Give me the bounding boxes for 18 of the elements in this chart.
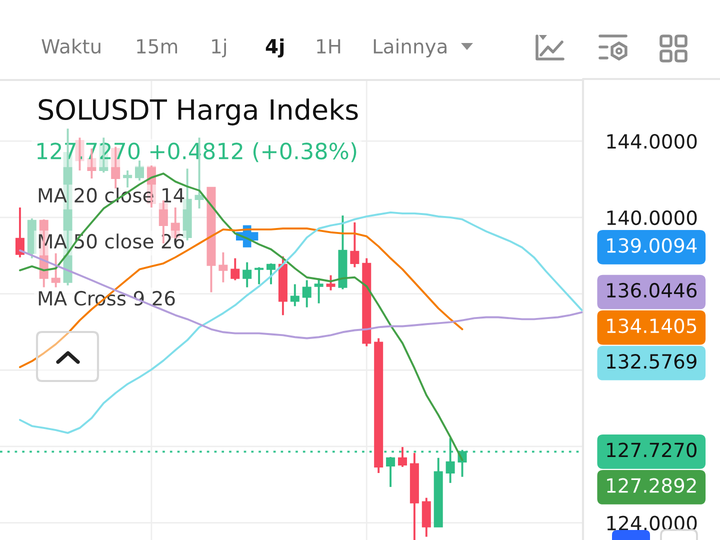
text: 132.5769 (607, 354, 696, 369)
text: 4j (266, 38, 284, 58)
text: 139.0094 (607, 238, 697, 253)
candlestick (326, 274, 336, 292)
text: 15m (137, 39, 178, 54)
y-tick-label: 144.0000 (607, 134, 697, 149)
text: 1j (212, 38, 226, 58)
text: 127.2892 (607, 478, 696, 493)
text: 136.0446 (607, 282, 697, 298)
text: 134.1405 (607, 318, 696, 334)
text: Lainnya (374, 38, 446, 58)
y-tick-label: 124.0000 (607, 516, 697, 530)
text: Waktu (42, 38, 100, 54)
line-series (18, 211, 583, 434)
y-tick-label: 140.0000 (607, 210, 697, 226)
text: SOLUSDT Harga Indeks (38, 98, 358, 126)
text: 1H (317, 39, 340, 54)
ref-line-label: 127.7270 (607, 442, 696, 458)
